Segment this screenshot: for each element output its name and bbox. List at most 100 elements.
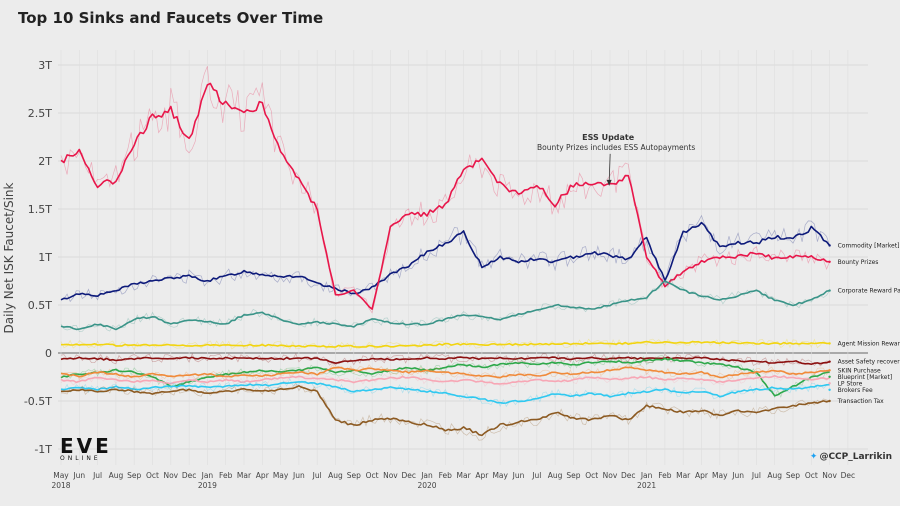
series-label: Bounty Prizes: [838, 259, 879, 266]
x-tick-label: Aug: [328, 471, 343, 480]
x-tick-label: Nov: [822, 471, 837, 480]
annotation-arrow: [608, 153, 611, 182]
series-end-dot: [828, 375, 831, 378]
x-tick-label: May: [53, 471, 69, 480]
x-tick-label: Dec: [182, 471, 197, 480]
annotation-text: Bounty Prizes includes ESS Autopayments: [537, 143, 695, 152]
x-tick-label: Oct: [585, 471, 598, 480]
x-tick-label: Mar: [457, 471, 472, 480]
y-tick-label: 1T: [38, 251, 52, 264]
series-noise-line: [60, 382, 830, 441]
y-tick-label: 2T: [38, 155, 52, 168]
series-label: Transaction Tax: [837, 398, 885, 405]
series-end-dot: [828, 388, 831, 391]
y-tick-label: 0.5T: [28, 299, 52, 312]
twitter-handle: ✦ @CCP_Larrikin: [810, 452, 892, 462]
x-year-label: 2020: [417, 481, 436, 490]
series-line: [60, 280, 830, 331]
y-tick-label: 1.5T: [28, 203, 52, 216]
x-tick-label: Feb: [439, 471, 453, 480]
series-line: [60, 357, 830, 397]
series-noise-line: [60, 354, 830, 399]
y-tick-label: -1T: [34, 443, 52, 456]
annotation-title: ESS Update: [582, 133, 635, 142]
x-tick-label: Sep: [786, 471, 800, 480]
series-label: LP Store: [838, 380, 863, 387]
series-line: [60, 82, 830, 310]
x-tick-label: May: [712, 471, 728, 480]
x-tick-label: Apr: [256, 471, 270, 480]
x-tick-label: Jun: [512, 471, 525, 480]
series-noise-line: [60, 214, 830, 303]
series-label: Asset Safety recovery Tax: [838, 359, 900, 366]
x-tick-label: Dec: [841, 471, 856, 480]
x-tick-label: Oct: [805, 471, 818, 480]
series-end-dot: [828, 382, 831, 385]
x-tick-label: Feb: [658, 471, 672, 480]
x-tick-label: Apr: [475, 471, 489, 480]
annotation-arrow-head: [606, 179, 612, 186]
x-tick-label: Jan: [640, 471, 653, 480]
series-end-dot: [828, 289, 831, 292]
logo-text: EVE: [60, 434, 112, 458]
series-end-dot: [828, 260, 831, 263]
x-tick-label: May: [273, 471, 289, 480]
x-tick-label: Nov: [603, 471, 618, 480]
series-line: [60, 340, 830, 348]
series-line: [60, 366, 830, 379]
x-tick-label: Jul: [312, 471, 322, 480]
x-tick-label: Jun: [292, 471, 305, 480]
x-tick-label: May: [492, 471, 508, 480]
x-tick-label: Sep: [127, 471, 141, 480]
series-line: [60, 374, 830, 385]
grid-lines: [58, 50, 868, 465]
series-label: Corporate Reward Payout [Sansha Incursio…: [838, 288, 900, 295]
y-tick-label: 3T: [38, 59, 52, 72]
x-year-label: 2018: [51, 481, 70, 490]
eve-online-logo: EVE ONLINE: [60, 434, 112, 462]
y-axis: 3T 2.5T 2T 1.5T 1T 0.5T 0 -0.5T -1T: [24, 59, 52, 456]
series-end-dot: [828, 369, 831, 372]
x-tick-label: Jan: [420, 471, 433, 480]
y-tick-label: -0.5T: [24, 395, 52, 408]
x-tick-label: Jul: [531, 471, 541, 480]
logo-subtext: ONLINE: [60, 455, 101, 462]
series-end-dot: [828, 360, 831, 363]
series-noise-line: [60, 352, 830, 367]
series-line: [60, 381, 830, 405]
x-tick-label: Mar: [676, 471, 691, 480]
series-line: [60, 221, 831, 301]
x-axis: May Jun Jul Aug Sep Oct Nov Dec Jan Feb Mar Apr May J…: [51, 471, 855, 490]
series-noise-line: [60, 66, 830, 314]
x-tick-label: Aug: [109, 471, 124, 480]
x-tick-label: Feb: [219, 471, 233, 480]
x-year-label: 2019: [198, 481, 217, 490]
y-tick-label: 0: [45, 347, 52, 360]
series-labels: Commodity [Market] Bounty Prizes Corporate…: [828, 242, 900, 405]
series-end-dot: [828, 342, 831, 345]
x-tick-label: Nov: [383, 471, 398, 480]
x-tick-label: Aug: [548, 471, 563, 480]
series-lines: [60, 66, 831, 441]
x-year-label: 2021: [637, 481, 656, 490]
ess-annotation: ESS Update Bounty Prizes includes ESS Au…: [537, 133, 695, 186]
x-tick-label: Sep: [566, 471, 580, 480]
x-tick-label: Mar: [237, 471, 252, 480]
x-tick-label: Aug: [767, 471, 782, 480]
x-tick-label: Jan: [201, 471, 214, 480]
series-label: Commodity [Market]: [838, 242, 900, 249]
series-line: [61, 384, 830, 437]
series-label: Blueprint [Market]: [838, 374, 893, 381]
x-tick-label: Jun: [72, 471, 85, 480]
x-tick-label: Jun: [731, 471, 744, 480]
series-noise-line: [60, 372, 830, 387]
twitter-bird-icon: ✦: [809, 452, 818, 462]
x-tick-label: Dec: [621, 471, 636, 480]
y-tick-label: 2.5T: [28, 107, 52, 120]
x-tick-label: Oct: [146, 471, 159, 480]
chart-title: Top 10 Sinks and Faucets Over Time: [18, 9, 323, 27]
y-axis-label: Daily Net ISK Faucet/Sink: [2, 183, 16, 334]
series-label: Agent Mission Reward: [838, 340, 900, 347]
series-label: SKIN Purchase: [838, 367, 881, 374]
